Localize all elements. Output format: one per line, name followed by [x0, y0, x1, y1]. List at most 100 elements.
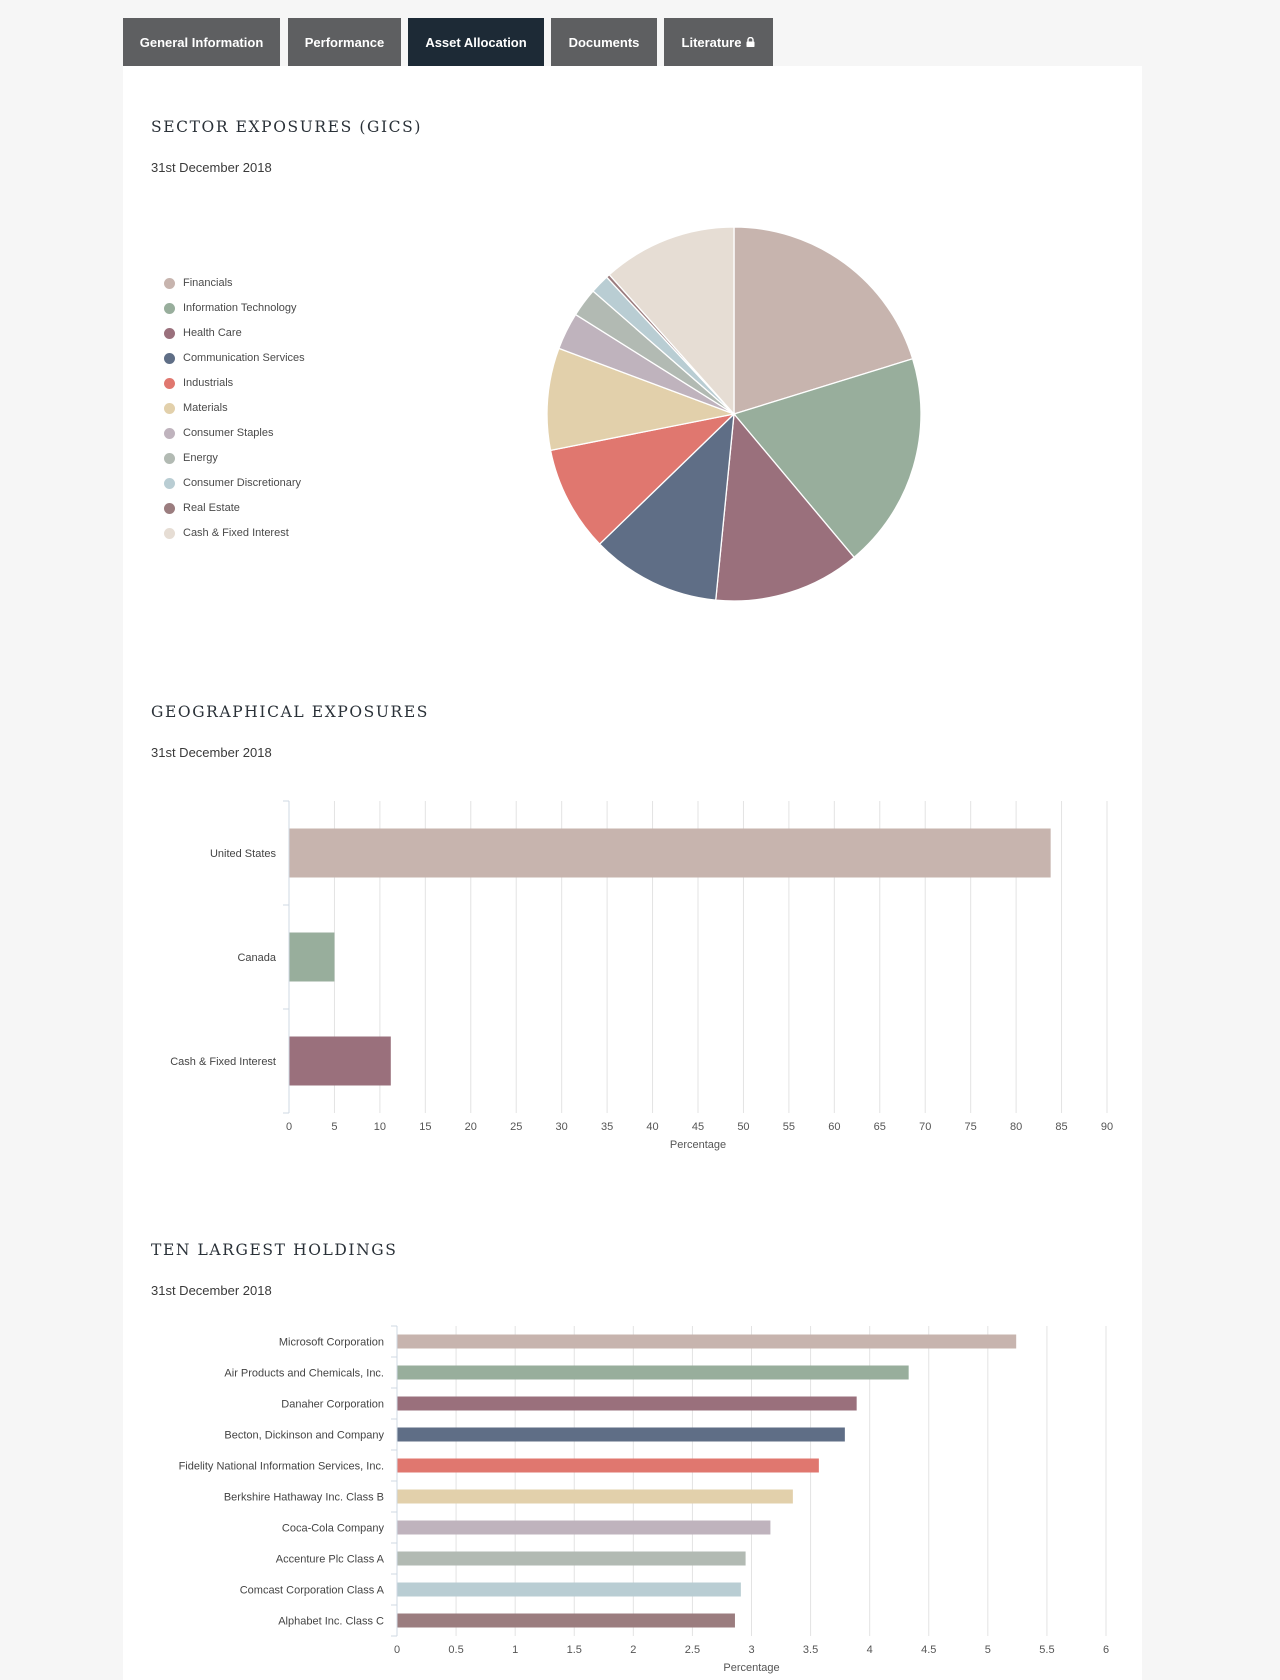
x-tick-label: 90 [1101, 1121, 1113, 1133]
legend-item[interactable]: Materials [164, 400, 228, 416]
bar[interactable] [397, 1334, 1017, 1349]
legend-swatch [164, 327, 175, 339]
x-tick-label: 3.5 [803, 1644, 818, 1656]
x-tick-label: 55 [783, 1121, 795, 1133]
tab-label: Asset Allocation [425, 34, 527, 50]
bar[interactable] [397, 1551, 746, 1566]
legend-swatch [164, 302, 175, 314]
x-tick-label: 75 [965, 1121, 977, 1133]
category-label: Canada [237, 952, 276, 964]
pie-slice[interactable] [598, 412, 735, 601]
legend-item[interactable]: Consumer Discretionary [164, 475, 301, 491]
x-tick-label: 1 [512, 1644, 518, 1656]
pie-slice[interactable] [608, 226, 735, 416]
tab-asset-allocation[interactable]: Asset Allocation [408, 18, 544, 66]
sector-title: SECTOR EXPOSURES (GICS) [151, 118, 423, 136]
bar[interactable] [397, 1458, 819, 1473]
legend-item[interactable]: Consumer Staples [164, 425, 274, 441]
legend-label: Communication Services [183, 352, 305, 364]
x-tick-label: 4.5 [921, 1644, 936, 1656]
tab-literature[interactable]: Literature [664, 18, 773, 66]
category-label: Berkshire Hathaway Inc. Class B [224, 1492, 384, 1504]
legend-swatch [164, 402, 175, 414]
holdings-date: 31st December 2018 [151, 1283, 272, 1298]
legend-item[interactable]: Financials [164, 275, 233, 291]
pie-slice[interactable] [733, 226, 914, 415]
lock-icon [746, 37, 755, 47]
legend-label: Real Estate [183, 502, 240, 514]
x-tick-label: 45 [692, 1121, 704, 1133]
x-axis-title: Percentage [670, 1139, 726, 1151]
category-label: United States [210, 848, 277, 860]
pie-slice[interactable] [546, 347, 737, 452]
geo-bar-chart: United States Canada Cash & Fixed Interest… [170, 800, 1113, 1151]
x-tick-label: 35 [601, 1121, 613, 1133]
x-tick-label: 0 [394, 1644, 400, 1656]
category-label: Becton, Dickinson and Company [224, 1430, 384, 1442]
tab-performance[interactable]: Performance [288, 18, 401, 66]
legend-swatch [164, 452, 175, 464]
sector-date: 31st December 2018 [151, 160, 272, 175]
bar[interactable] [397, 1489, 793, 1504]
bar[interactable] [289, 828, 1051, 878]
x-tick-label: 25 [510, 1121, 522, 1133]
pie-slice[interactable] [715, 412, 856, 602]
x-tick-label: 10 [374, 1121, 386, 1133]
bar[interactable] [289, 1036, 391, 1086]
category-label: Coca-Cola Company [282, 1523, 385, 1535]
legend-item[interactable]: Real Estate [164, 500, 240, 516]
x-tick-label: 0.5 [448, 1644, 463, 1656]
geo-date: 31st December 2018 [151, 745, 272, 760]
legend-label: Materials [183, 402, 228, 414]
x-tick-label: 2 [630, 1644, 636, 1656]
bar[interactable] [397, 1582, 741, 1597]
x-tick-label: 5 [331, 1121, 337, 1133]
x-tick-label: 30 [556, 1121, 568, 1133]
legend-item[interactable]: Information Technology [164, 300, 297, 316]
x-tick-label: 65 [874, 1121, 886, 1133]
geo-title: GEOGRAPHICAL EXPOSURES [151, 703, 429, 721]
legend-item[interactable]: Energy [164, 450, 218, 466]
holdings-bar-chart: Microsoft Corporation Air Products and Ch… [179, 1325, 1109, 1674]
x-tick-label: 4 [867, 1644, 873, 1656]
sector-pie-chart [546, 226, 922, 602]
legend-item[interactable]: Industrials [164, 375, 233, 391]
legend-swatch [164, 527, 175, 539]
legend-item[interactable]: Communication Services [164, 350, 305, 366]
bar[interactable] [397, 1427, 845, 1442]
legend-label: Health Care [183, 327, 242, 339]
bar[interactable] [397, 1520, 771, 1535]
x-tick-label: 70 [919, 1121, 931, 1133]
x-tick-label: 60 [828, 1121, 840, 1133]
bar[interactable] [289, 932, 335, 982]
bar[interactable] [397, 1396, 857, 1411]
holdings-title: TEN LARGEST HOLDINGS [151, 1241, 398, 1259]
legend-swatch [164, 502, 175, 514]
x-tick-label: 1.5 [567, 1644, 582, 1656]
pie-slice[interactable] [732, 357, 922, 559]
legend-item[interactable]: Cash & Fixed Interest [164, 525, 289, 541]
tab-general-information[interactable]: General Information [123, 18, 280, 66]
legend-item[interactable]: Health Care [164, 325, 242, 341]
tab-label: General Information [139, 34, 264, 50]
legend-swatch [164, 277, 175, 289]
category-label: Microsoft Corporation [279, 1337, 384, 1349]
bar[interactable] [397, 1613, 735, 1628]
x-tick-label: 15 [419, 1121, 431, 1133]
legend-label: Energy [183, 452, 218, 464]
tab-label: Performance [304, 34, 385, 50]
tab-documents[interactable]: Documents [551, 18, 657, 66]
x-tick-label: 40 [646, 1121, 658, 1133]
legend-label: Cash & Fixed Interest [183, 527, 289, 539]
x-tick-label: 50 [737, 1121, 749, 1133]
category-label: Danaher Corporation [281, 1399, 384, 1411]
x-tick-label: 2.5 [685, 1644, 700, 1656]
legend-label: Information Technology [183, 302, 297, 314]
pie-slice[interactable] [549, 412, 737, 545]
x-tick-label: 6 [1103, 1644, 1109, 1656]
category-label: Alphabet Inc. Class C [278, 1616, 384, 1628]
bar[interactable] [397, 1365, 909, 1380]
category-label: Cash & Fixed Interest [170, 1056, 276, 1068]
category-label: Air Products and Chemicals, Inc. [224, 1368, 384, 1380]
legend-swatch [164, 427, 175, 439]
